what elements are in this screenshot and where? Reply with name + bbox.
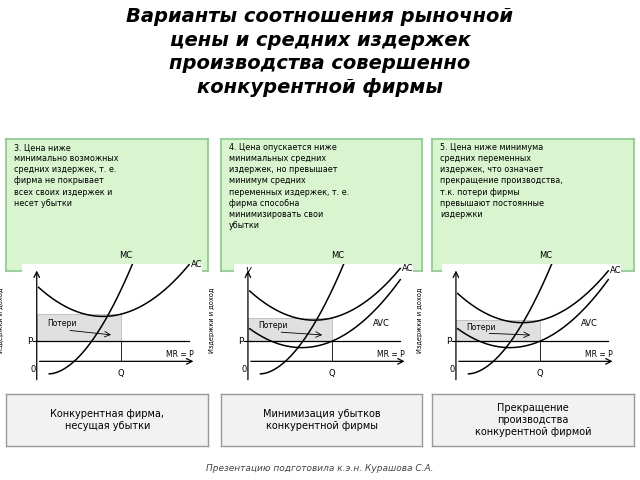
Text: Презентацию подготовила к.э.н. Курашова С.А.: Презентацию подготовила к.э.н. Курашова … (206, 464, 434, 473)
Text: Издержки и доход: Издержки и доход (0, 288, 4, 353)
Text: Варианты соотношения рыночной
цены и средних издержек
производства совершенно
ко: Варианты соотношения рыночной цены и сре… (127, 7, 513, 96)
Text: MC: MC (120, 251, 132, 260)
Text: Объем выпуска: Объем выпуска (81, 401, 143, 410)
Text: P: P (238, 337, 243, 346)
Text: AVC: AVC (581, 320, 598, 328)
Text: Прекращение
производства
конкурентной фирмой: Прекращение производства конкурентной фи… (474, 403, 591, 437)
Bar (36, 314, 121, 341)
Text: Потери: Потери (47, 319, 77, 328)
Text: Потери: Потери (467, 323, 496, 332)
Text: Издержки и доход: Издержки и доход (209, 288, 215, 353)
Bar (456, 320, 540, 341)
Text: MR = P: MR = P (378, 350, 405, 359)
Text: AC: AC (402, 264, 413, 273)
Text: Объем выпуска: Объем выпуска (500, 401, 563, 410)
Text: AC: AC (610, 266, 621, 276)
Text: P: P (27, 337, 32, 346)
Text: MR = P: MR = P (586, 350, 613, 359)
Text: 4. Цена опускается ниже
минимальных средних
издержек, но превышает
минимум средн: 4. Цена опускается ниже минимальных сред… (229, 143, 349, 230)
Text: Минимизация убытков
конкурентной фирмы: Минимизация убытков конкурентной фирмы (263, 409, 380, 431)
Text: Q: Q (118, 369, 124, 378)
Text: 5. Цена ниже минимума
средних переменных
издержек, что означает
прекращение прои: 5. Цена ниже минимума средних переменных… (440, 143, 563, 219)
Text: y: y (245, 265, 251, 275)
Text: MC: MC (331, 251, 344, 260)
Text: Конкурентная фирма,
несущая убытки: Конкурентная фирма, несущая убытки (50, 409, 164, 431)
Text: 3. Цена ниже
минимально возможных
средних издержек, т. е.
фирма не покрывает
все: 3. Цена ниже минимально возможных средни… (15, 143, 119, 208)
Text: Издержки и доход: Издержки и доход (417, 288, 423, 353)
Text: P: P (446, 337, 451, 346)
Text: Q: Q (537, 369, 543, 378)
Text: AC: AC (191, 260, 202, 269)
Text: Потери: Потери (259, 321, 288, 330)
Text: Объем выпуска: Объем выпуска (292, 401, 355, 410)
Bar (248, 318, 332, 341)
Text: Q: Q (329, 369, 335, 378)
Text: AVC: AVC (373, 320, 390, 328)
Text: 0: 0 (242, 365, 247, 374)
Text: MC: MC (539, 251, 552, 260)
Text: 0: 0 (31, 365, 36, 374)
Text: MR = P: MR = P (166, 350, 194, 359)
Text: 0: 0 (450, 365, 455, 374)
